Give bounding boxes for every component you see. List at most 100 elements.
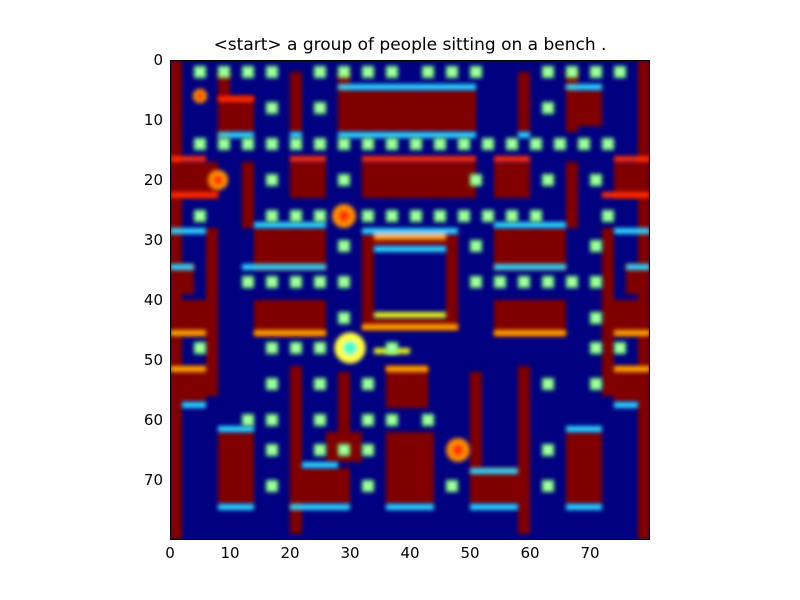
pellet-core (437, 141, 443, 147)
pellet-core (545, 279, 551, 285)
wall-edge-orange (170, 366, 206, 372)
x-tick-label: 0 (165, 544, 175, 562)
pellet-core (365, 69, 371, 75)
sprites (192, 88, 470, 462)
wall-edge-cool (290, 504, 350, 510)
pellet-core (269, 69, 275, 75)
pellet-core (473, 69, 479, 75)
maze-wall (566, 432, 602, 504)
wall-edge-cool (170, 264, 194, 270)
pellet-core (365, 447, 371, 453)
pellet-core (485, 141, 491, 147)
x-tick-label: 60 (520, 544, 540, 562)
pellet-core (269, 105, 275, 111)
wall-edge-warm (614, 156, 650, 162)
y-tick-label: 70 (143, 471, 163, 489)
pellet-core (341, 177, 347, 183)
pellet-core (365, 417, 371, 423)
wall-edge-warm (170, 192, 218, 198)
pellet-core (449, 483, 455, 489)
y-tick-label: 60 (143, 411, 163, 429)
y-tick-label: 10 (143, 111, 163, 129)
pellet-core (389, 345, 395, 351)
maze-wall (386, 366, 428, 408)
pellet-core (593, 315, 599, 321)
maze-wall (602, 228, 614, 396)
pellet-core (425, 69, 431, 75)
maze-wall (290, 468, 350, 504)
pellet-core (365, 141, 371, 147)
pellet-core (317, 447, 323, 453)
pellet-core (389, 417, 395, 423)
figure-title: <start> a group of people sitting on a b… (213, 35, 607, 55)
pellet-core (245, 417, 251, 423)
pellet-core (221, 141, 227, 147)
wall-edge-cool (290, 132, 302, 138)
maze-wall (242, 162, 254, 228)
wall-edge-cool (518, 132, 530, 138)
pellet-core (461, 141, 467, 147)
pellet-core (545, 177, 551, 183)
wall-edge-cool (170, 228, 206, 234)
pellet-core (197, 213, 203, 219)
wall-edge-cool (494, 222, 566, 228)
maze-wall (494, 228, 566, 270)
wall-edge-cool (182, 402, 206, 408)
ghost-core (196, 92, 204, 100)
pellet-core (341, 243, 347, 249)
maze-wall (494, 162, 530, 198)
wall-edge-yellow (374, 312, 446, 318)
pellet-core (593, 381, 599, 387)
wall-edge-warm (170, 156, 206, 162)
wall-edge-cool (386, 504, 434, 510)
maze-wall (470, 372, 482, 432)
pellet-core (389, 213, 395, 219)
pellet-core (569, 69, 575, 75)
wall-edge-orange (254, 330, 326, 336)
wall-edge-cool (566, 504, 602, 510)
pellet-core (557, 141, 563, 147)
wall-edge-orange (614, 330, 650, 336)
maze-wall (518, 72, 530, 132)
wall-edge-orange (374, 234, 446, 240)
pellet-core (293, 141, 299, 147)
pellet-core (437, 213, 443, 219)
ghost-core (452, 444, 464, 456)
x-tick-label: 20 (280, 544, 300, 562)
wall-edge-cool (254, 222, 326, 228)
maze-wall (290, 162, 326, 198)
maze-wall (206, 228, 218, 396)
wall-edge-orange (494, 330, 566, 336)
pellet-core (341, 447, 347, 453)
pellet-core (545, 483, 551, 489)
pellet-core (389, 141, 395, 147)
y-tick-label: 40 (143, 291, 163, 309)
pellet-core (617, 69, 623, 75)
maze-wall (338, 90, 476, 132)
pellet-core (317, 381, 323, 387)
game-frame-image (170, 60, 650, 540)
pellet-core (533, 213, 539, 219)
pellet-core (317, 141, 323, 147)
pellet-core (533, 141, 539, 147)
pellet-core (473, 177, 479, 183)
pellet-core (461, 213, 467, 219)
pacman-core (342, 340, 358, 356)
pellet-core (365, 381, 371, 387)
wall-edge-cool (566, 84, 602, 90)
maze-wall (254, 228, 326, 270)
wall-edge-warm (494, 156, 530, 162)
pellet-core (197, 345, 203, 351)
pellet-core (497, 279, 503, 285)
pellet-core (593, 243, 599, 249)
pellet-core (317, 345, 323, 351)
maze-wall (386, 432, 434, 504)
x-tick-label: 10 (220, 544, 240, 562)
pellet-core (317, 105, 323, 111)
game-board (170, 60, 650, 540)
pellet-core (269, 279, 275, 285)
pellet-core (425, 417, 431, 423)
maze-wall (338, 372, 350, 432)
wall-edge-cool (626, 264, 650, 270)
wall-edge-orange (362, 324, 458, 330)
